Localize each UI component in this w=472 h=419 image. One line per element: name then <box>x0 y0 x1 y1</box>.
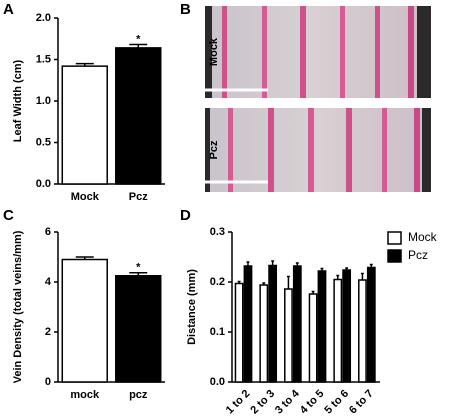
x-tick-label: Mock <box>71 191 100 203</box>
bar <box>292 265 302 383</box>
bar <box>358 279 367 383</box>
bar <box>115 275 162 383</box>
bar <box>243 265 253 383</box>
x-tick-label: Pcz <box>129 191 148 203</box>
y-tick-label: 0.3 <box>210 226 225 238</box>
y-tick-label: 0.5 <box>36 136 51 148</box>
x-tick-label: 4 to 5 <box>298 388 327 417</box>
image-label: Pcz <box>208 140 220 159</box>
legend-label: Mock <box>408 230 438 244</box>
bar <box>115 47 162 185</box>
y-tick-label: 4 <box>45 276 52 288</box>
y-axis-label: Vein Density (total veins/mm) <box>12 230 24 383</box>
y-tick-label: 1.5 <box>36 53 51 65</box>
y-tick-label: 0.0 <box>36 178 51 190</box>
x-tick-label: 6 to 7 <box>347 388 376 417</box>
x-tick-label: 5 to 6 <box>322 388 351 417</box>
bar <box>268 264 278 383</box>
bar <box>366 266 376 383</box>
x-tick-label: mock <box>70 389 100 401</box>
x-tick-label: 3 to 4 <box>273 387 302 416</box>
bar <box>308 293 318 383</box>
micrograph-pcz <box>198 108 431 192</box>
y-tick-label: 0 <box>45 376 51 388</box>
bar <box>61 65 108 185</box>
panel-letter: D <box>180 207 191 224</box>
annotation: * <box>136 33 141 45</box>
legend-label: Pcz <box>408 248 428 262</box>
bar <box>259 284 269 383</box>
legend-swatch <box>387 231 402 245</box>
y-axis-label: Distance (mm) <box>186 269 198 345</box>
x-tick-label: pcz <box>129 389 148 401</box>
micrograph-mock <box>198 6 431 98</box>
x-tick-label: 2 to 3 <box>248 388 277 417</box>
bar <box>317 270 327 383</box>
panel-letter: B <box>180 1 191 18</box>
y-tick-label: 2 <box>45 326 51 338</box>
y-tick-label: 6 <box>45 226 51 238</box>
bar <box>61 258 108 383</box>
bar <box>333 278 343 383</box>
bar <box>342 269 352 383</box>
annotation: * <box>136 262 141 274</box>
panel-letter: C <box>3 207 14 224</box>
y-tick-label: 1.0 <box>36 95 51 107</box>
panel-letter: A <box>3 1 14 18</box>
x-tick-label: 1 to 2 <box>224 388 253 417</box>
legend-swatch <box>387 249 402 263</box>
y-tick-label: 0.0 <box>210 376 225 388</box>
y-tick-label: 0.2 <box>210 276 225 288</box>
y-tick-label: 0.1 <box>210 326 225 338</box>
image-label: Mock <box>208 37 220 66</box>
y-tick-label: 2.0 <box>36 12 51 24</box>
bar <box>234 282 244 383</box>
y-axis-label: Leaf Width (cm) <box>12 59 24 142</box>
bar <box>284 288 293 383</box>
